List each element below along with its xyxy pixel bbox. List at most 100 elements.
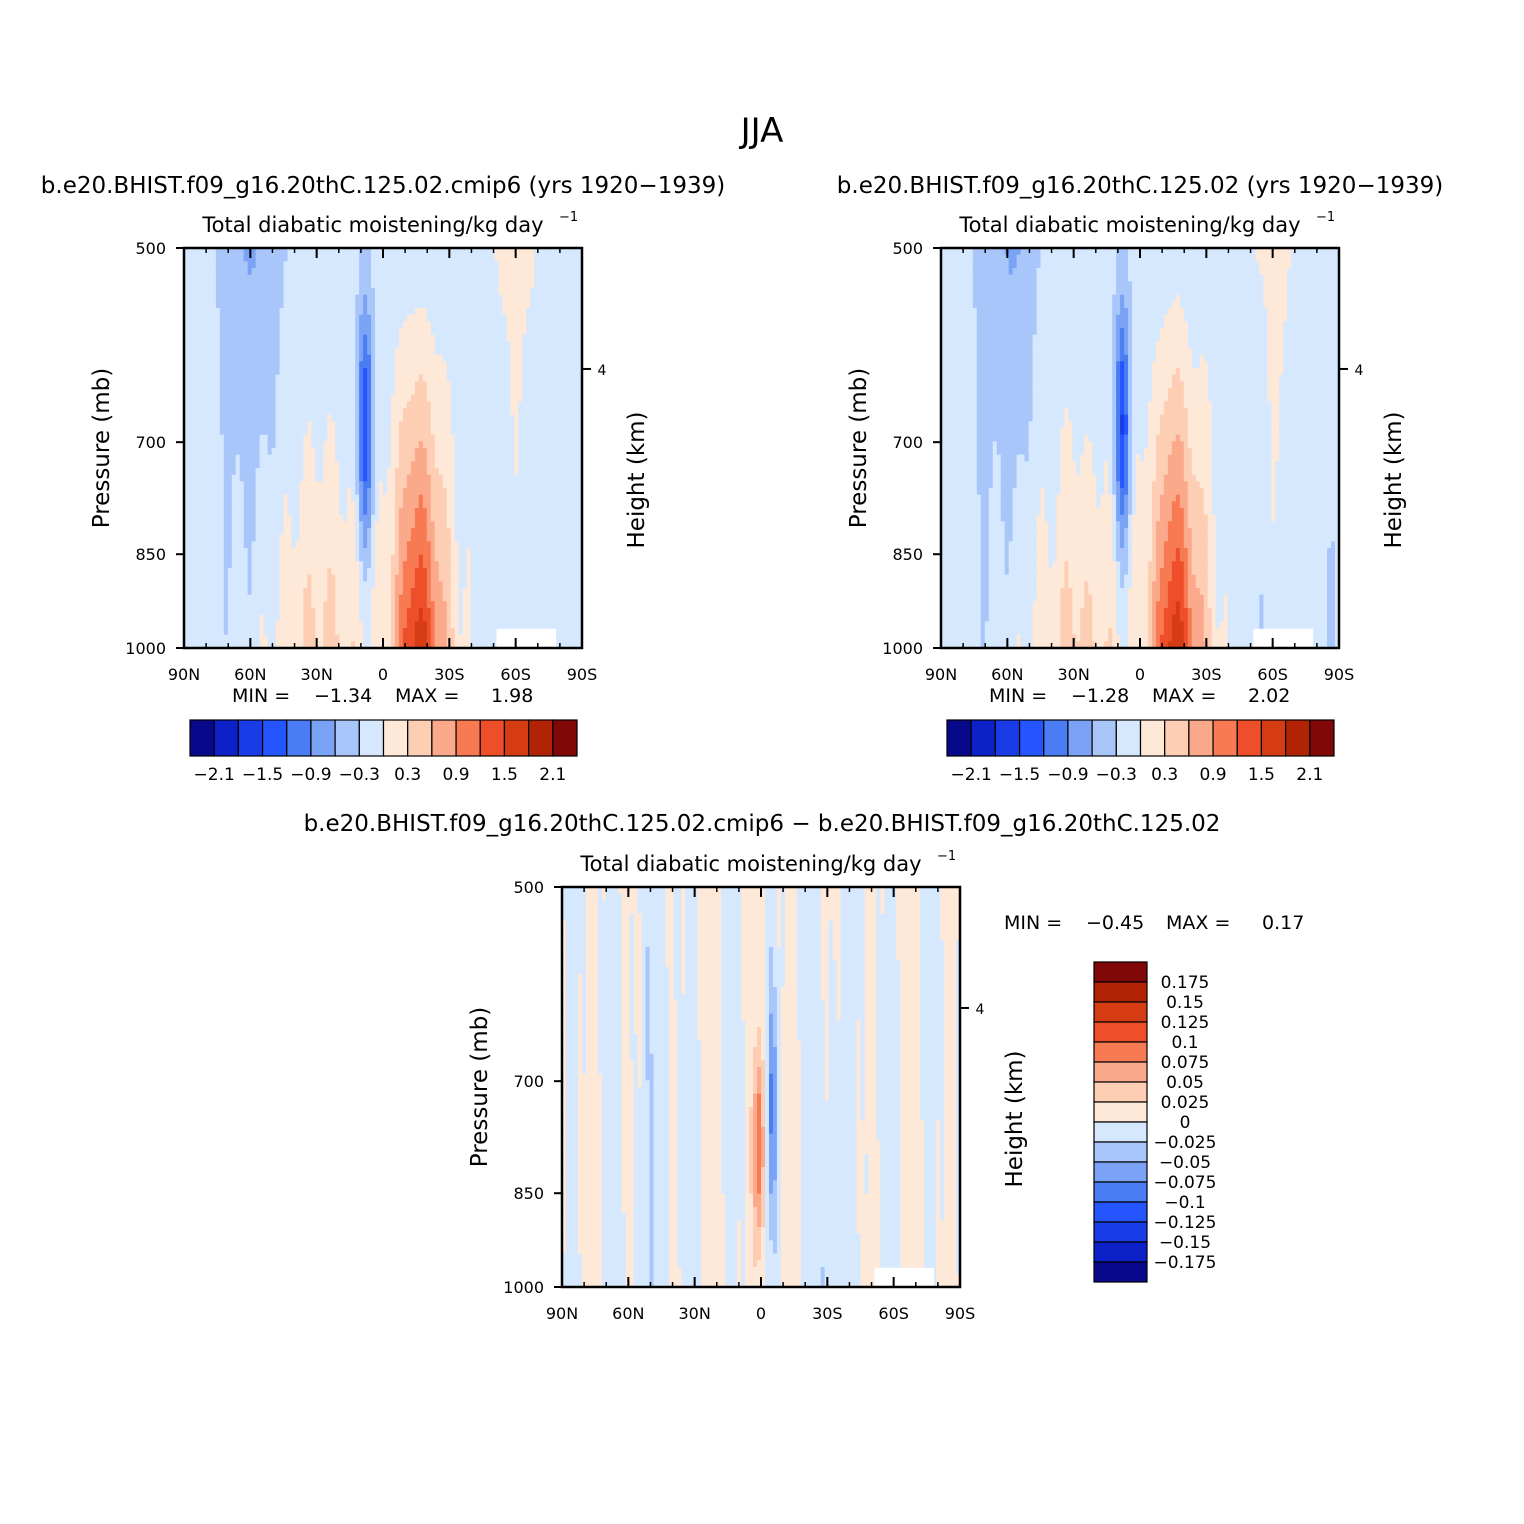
contour-cell — [311, 308, 316, 316]
contour-cell — [199, 528, 205, 536]
contour-cell — [518, 388, 523, 396]
contour-cell — [319, 521, 324, 529]
contour-cell — [327, 374, 332, 382]
contour-cell — [402, 474, 408, 482]
contour-cell — [530, 294, 535, 302]
contour-cell — [327, 248, 332, 256]
contour-cell — [359, 254, 364, 262]
contour-cell — [227, 494, 233, 502]
contour-cell — [538, 268, 543, 276]
contour-cell — [247, 381, 253, 389]
contour-cell — [275, 574, 281, 582]
contour-cell — [227, 268, 233, 276]
contour-cell — [327, 261, 332, 269]
contour-cell — [263, 401, 269, 409]
contour-cell — [239, 308, 245, 316]
contour-cell — [558, 434, 563, 442]
contour-cell — [522, 281, 527, 289]
contour-cell — [566, 388, 571, 396]
contour-cell — [311, 388, 316, 396]
contour-cell — [355, 401, 360, 409]
contour-cell — [454, 521, 460, 529]
contour-cell — [538, 574, 543, 582]
contour-cell — [462, 388, 468, 396]
panel-subtitle: Total diabatic moistening/kg day — [201, 213, 543, 237]
contour-cell — [458, 481, 464, 489]
contour-cell — [454, 281, 460, 289]
contour-cell — [410, 294, 416, 302]
contour-cell — [386, 554, 392, 562]
contour-cell — [454, 288, 460, 296]
contour-cell — [478, 501, 484, 509]
contour-cell — [530, 334, 535, 342]
contour-cell — [502, 394, 507, 402]
contour-cell — [514, 414, 519, 422]
contour-cell — [355, 428, 360, 436]
contour-cell — [398, 408, 404, 416]
contour-cell — [275, 394, 281, 402]
contour-cell — [498, 441, 503, 449]
contour-cell — [466, 448, 472, 456]
contour-cell — [506, 274, 511, 282]
contour-cell — [566, 268, 571, 276]
contour-cell — [402, 321, 408, 329]
contour-cell — [478, 301, 484, 309]
contour-cell — [514, 494, 519, 502]
contour-cell — [371, 308, 376, 316]
contour-cell — [390, 261, 396, 269]
contour-cell — [335, 394, 340, 402]
contour-cell — [184, 268, 189, 276]
contour-cell — [319, 321, 324, 329]
contour-cell — [430, 281, 436, 289]
contour-cell — [438, 528, 444, 536]
contour-cell — [482, 434, 488, 442]
contour-cell — [490, 394, 496, 402]
contour-cell — [514, 448, 519, 456]
contour-cell — [510, 461, 515, 469]
contour-cell — [351, 408, 356, 416]
contour-cell — [195, 428, 201, 436]
contour-cell — [554, 368, 559, 376]
contour-cell — [502, 554, 507, 562]
contour-cell — [335, 281, 340, 289]
contour-cell — [184, 428, 189, 436]
contour-cell — [339, 508, 344, 516]
contour-cell — [446, 348, 452, 356]
contour-cell — [275, 474, 281, 482]
contour-cell — [219, 374, 225, 382]
contour-cell — [542, 288, 547, 296]
contour-cell — [347, 394, 352, 402]
contour-cell — [259, 494, 265, 502]
contour-cell — [339, 441, 344, 449]
contour-cell — [287, 494, 293, 502]
contour-cell — [506, 254, 511, 262]
contour-cell — [566, 348, 571, 356]
contour-cell — [207, 561, 213, 569]
contour-cell — [331, 521, 336, 529]
contour-cell — [187, 248, 193, 256]
contour-cell — [566, 354, 571, 362]
contour-cell — [414, 334, 420, 342]
contour-cell — [438, 401, 444, 409]
contour-cell — [379, 254, 384, 262]
contour-cell — [546, 494, 551, 502]
contour-cell — [247, 368, 253, 376]
contour-cell — [546, 294, 551, 302]
contour-cell — [570, 401, 575, 409]
contour-cell — [339, 268, 344, 276]
contour-cell — [578, 294, 582, 302]
contour-cell — [398, 281, 404, 289]
contour-cell — [191, 421, 197, 429]
contour-cell — [287, 561, 293, 569]
contour-cell — [402, 508, 408, 516]
contour-cell — [418, 368, 424, 376]
contour-cell — [450, 248, 456, 256]
contour-cell — [446, 548, 452, 556]
contour-cell — [554, 408, 559, 416]
contour-cell — [570, 381, 575, 389]
contour-cell — [462, 381, 468, 389]
contour-cell — [363, 248, 368, 256]
contour-cell — [187, 288, 193, 296]
contour-cell — [251, 341, 257, 349]
contour-cell — [291, 568, 297, 576]
